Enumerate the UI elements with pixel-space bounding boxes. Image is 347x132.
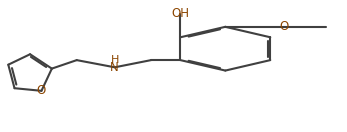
Text: OH: OH (171, 7, 189, 20)
Text: O: O (279, 20, 289, 33)
Text: O: O (37, 84, 46, 97)
Text: N: N (110, 61, 119, 74)
Text: H: H (111, 55, 119, 65)
